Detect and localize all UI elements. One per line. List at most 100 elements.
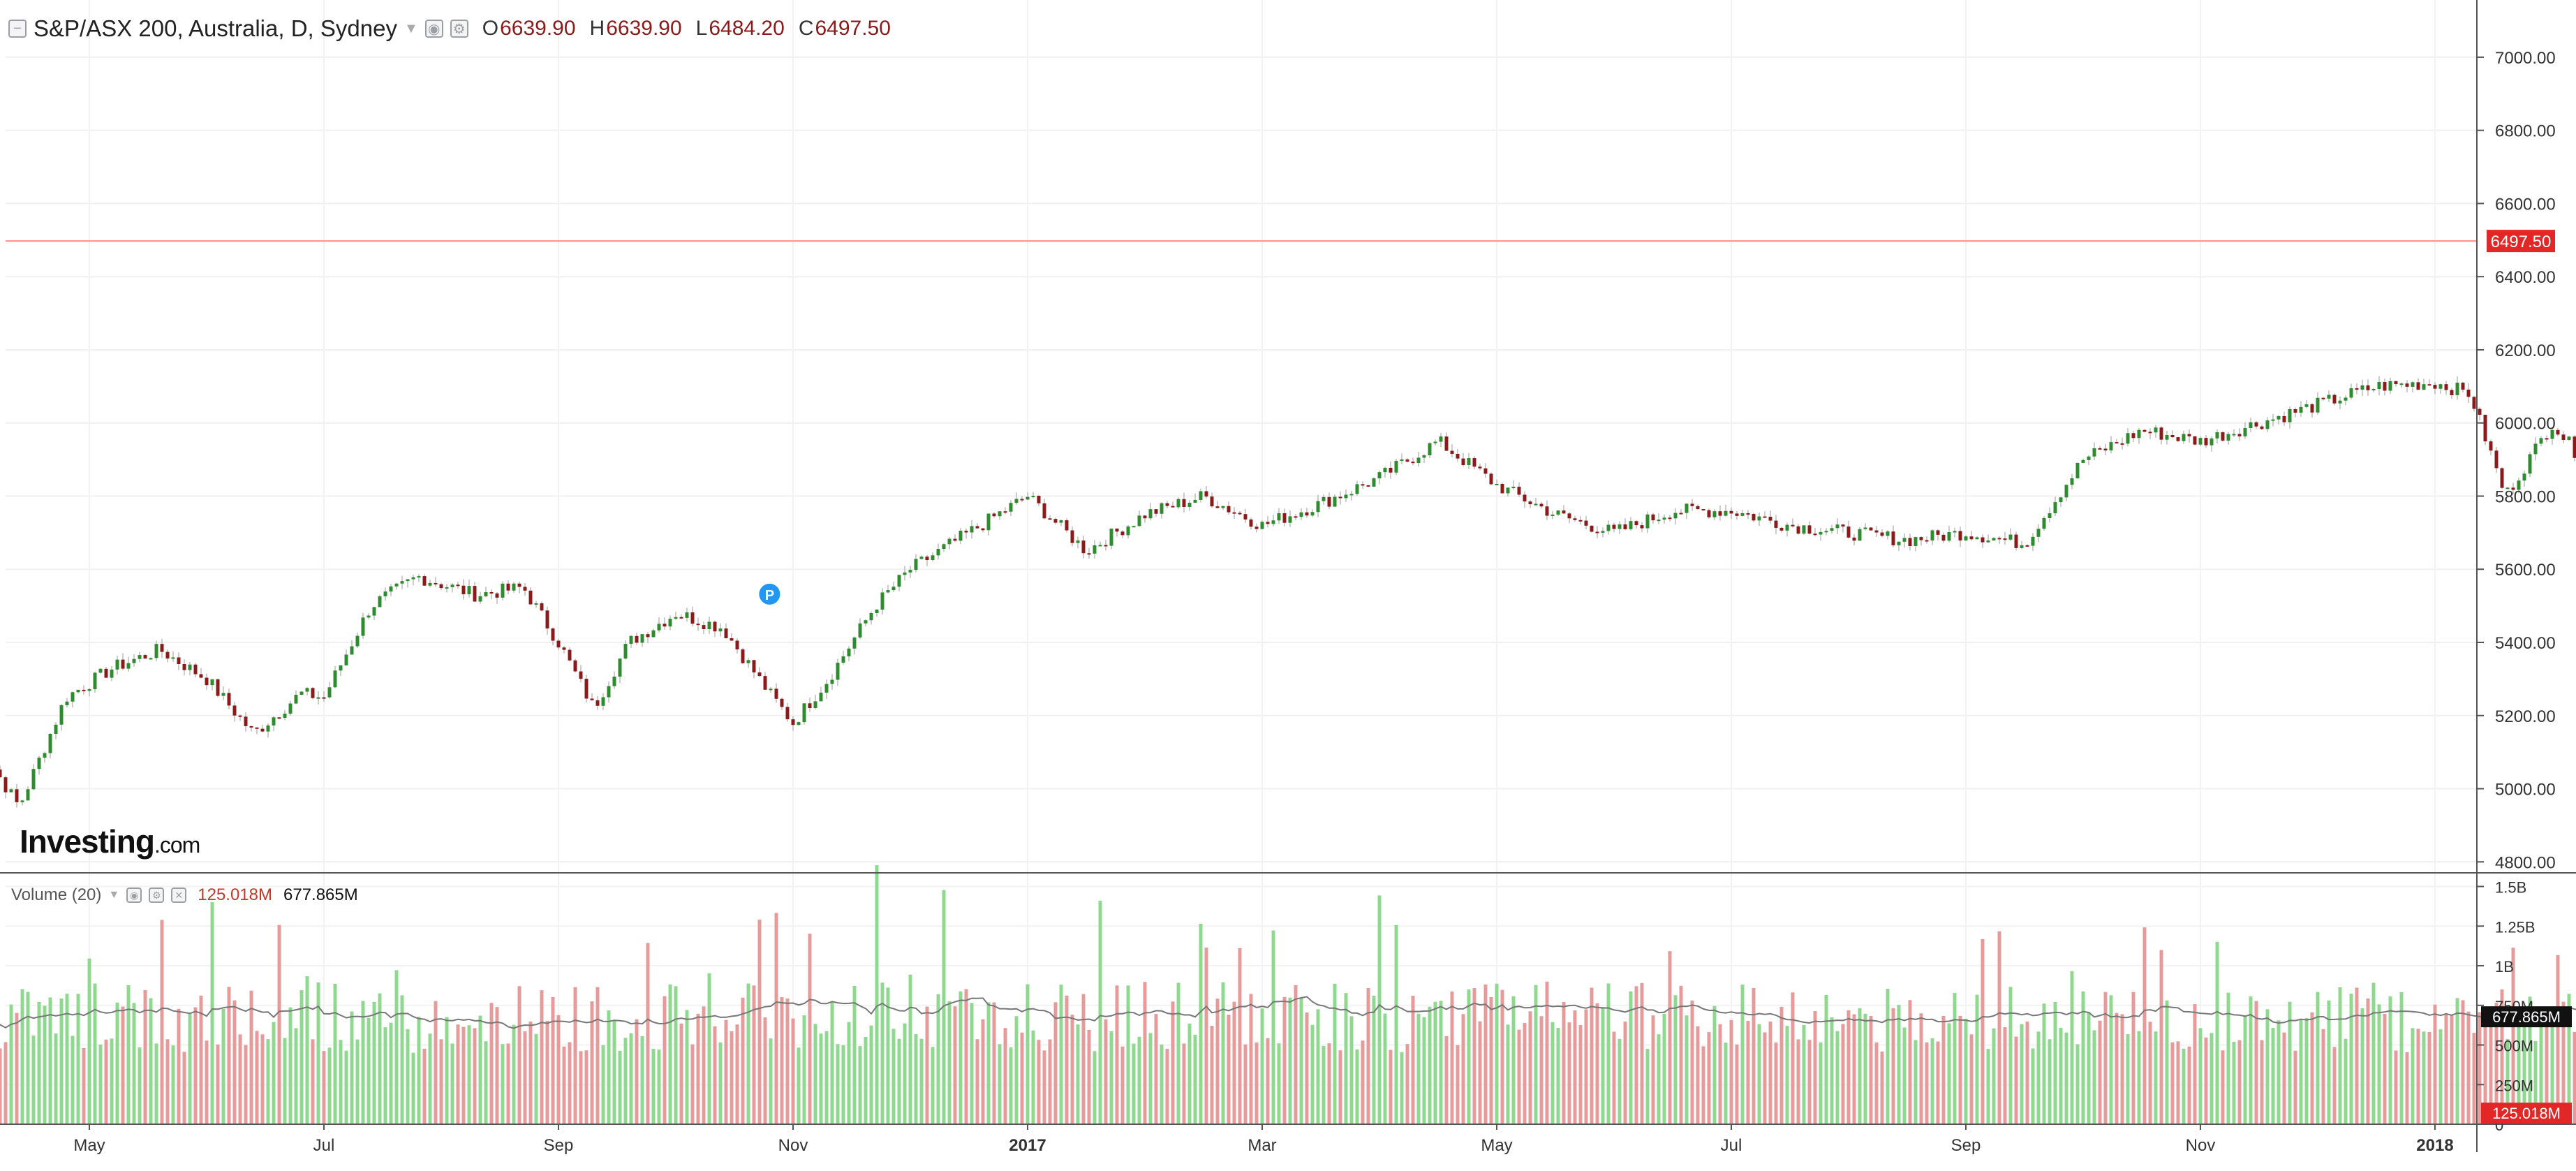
volume-bar-down <box>584 1050 589 1124</box>
candle-down <box>1539 503 1544 507</box>
volume-title[interactable]: Volume (20) <box>11 885 102 904</box>
candle-down <box>1065 520 1069 531</box>
candle-up <box>400 581 404 584</box>
volume-dropdown-icon[interactable]: ▼ <box>108 889 120 901</box>
price-tick-label: 4800.00 <box>2495 853 2556 872</box>
volume-bar-up <box>1260 1008 1264 1124</box>
volume-bar-down <box>1517 1029 1521 1124</box>
candle-up <box>908 570 912 573</box>
candle-down <box>177 657 181 664</box>
candle-up <box>1059 520 1063 523</box>
candle-down <box>1243 514 1248 520</box>
event-markers[interactable]: PPPPP <box>759 254 2576 605</box>
volume-bar-up <box>221 1008 225 1124</box>
volume-bar-up <box>2288 1001 2292 1124</box>
volume-bar-down <box>255 1031 259 1124</box>
volume-bar-down <box>193 1007 198 1124</box>
candle-down <box>584 679 589 699</box>
candle-up <box>640 634 644 643</box>
candle-down <box>1701 509 1705 511</box>
candle-down <box>2282 415 2286 422</box>
symbol-title[interactable]: S&P/ASX 200, Australia, D, Sydney <box>34 15 397 41</box>
candle-down <box>981 528 985 531</box>
candle-up <box>294 695 298 704</box>
candle-up <box>20 800 24 802</box>
candle-down <box>1338 496 1342 499</box>
volume-bar-up <box>367 1017 371 1124</box>
volume-eye-icon[interactable]: ◉ <box>126 888 142 903</box>
volume-bar-up <box>847 1022 851 1124</box>
volume-settings-icon[interactable]: ⚙ <box>149 888 165 903</box>
candle-up <box>1026 496 1030 500</box>
candle-down <box>1668 517 1672 520</box>
high-label: H <box>589 17 605 40</box>
volume-bar-down <box>1154 1014 1158 1124</box>
volume-bar-down <box>182 1052 186 1124</box>
volume-bar-down <box>1182 1043 1186 1124</box>
volume-bar-down <box>473 1028 477 1124</box>
candle-down <box>2561 434 2566 440</box>
volume-bar-down <box>1852 1014 1856 1124</box>
candle-up <box>813 701 817 709</box>
candle-down <box>1718 511 1722 516</box>
candle-up <box>2522 473 2526 481</box>
volume-bar-down <box>1634 986 1638 1124</box>
volume-bar-up <box>1014 1016 1019 1124</box>
candle-up <box>1014 499 1019 503</box>
candle-up <box>93 672 97 690</box>
candle-up <box>707 621 711 630</box>
collapse-icon[interactable]: − <box>8 20 27 38</box>
volume-close-icon[interactable]: ✕ <box>171 888 187 903</box>
candle-up <box>2126 433 2130 444</box>
candle-up <box>674 617 678 619</box>
candle-down <box>2098 448 2102 450</box>
candle-up <box>1316 501 1320 513</box>
settings-icon[interactable]: ⚙ <box>450 20 468 38</box>
volume-ma-polyline <box>0 996 2576 1029</box>
candle-up <box>355 635 360 647</box>
volume-bar-down <box>1545 981 1549 1124</box>
candle-down <box>2120 443 2124 445</box>
volume-bar-down <box>2142 927 2147 1124</box>
candle-up <box>2327 395 2331 399</box>
volume-bar-down <box>545 1020 549 1124</box>
candle-up <box>383 591 387 597</box>
volume-bar-down <box>1981 938 1985 1124</box>
dropdown-icon[interactable]: ▼ <box>404 20 418 36</box>
candle-down <box>238 715 242 717</box>
candle-down <box>1679 513 1683 515</box>
candle-up <box>2338 400 2342 404</box>
volume-bar-up <box>869 1025 873 1124</box>
volume-bar-up <box>294 1028 298 1124</box>
candle-up <box>188 664 192 670</box>
volume-bar-up <box>2539 1011 2543 1124</box>
volume-bar-down <box>1104 1019 1108 1124</box>
candle-down <box>1081 540 1086 554</box>
volume-bar-up <box>2020 1024 2024 1124</box>
candle-down <box>964 531 968 533</box>
event-marker-label: P <box>765 588 774 603</box>
volume-bar-up <box>2053 1002 2057 1124</box>
candle-down <box>2355 388 2359 390</box>
candle-down <box>568 649 572 661</box>
volume-bar-up <box>1394 925 1398 1124</box>
volume-bar-down <box>741 997 745 1124</box>
candle-down <box>1042 503 1046 519</box>
volume-bar-up <box>1964 1019 1968 1124</box>
candle-up <box>2092 448 2096 457</box>
candle-down <box>1528 501 1532 505</box>
candle-up <box>305 688 309 692</box>
candle-up <box>59 705 64 725</box>
candle-up <box>2271 419 2275 421</box>
candle-up <box>657 624 661 631</box>
volume-bar-up <box>2522 1025 2526 1124</box>
eye-icon[interactable]: ◉ <box>424 20 443 38</box>
volume-bar-up <box>138 1047 142 1124</box>
candle-up <box>316 697 320 699</box>
candle-down <box>1411 462 1415 464</box>
volume-bar-up <box>1076 1024 1080 1124</box>
volume-bar-up <box>350 1011 354 1124</box>
volume-bar-down <box>1584 1009 1588 1124</box>
volume-bar-down <box>2098 1020 2102 1124</box>
